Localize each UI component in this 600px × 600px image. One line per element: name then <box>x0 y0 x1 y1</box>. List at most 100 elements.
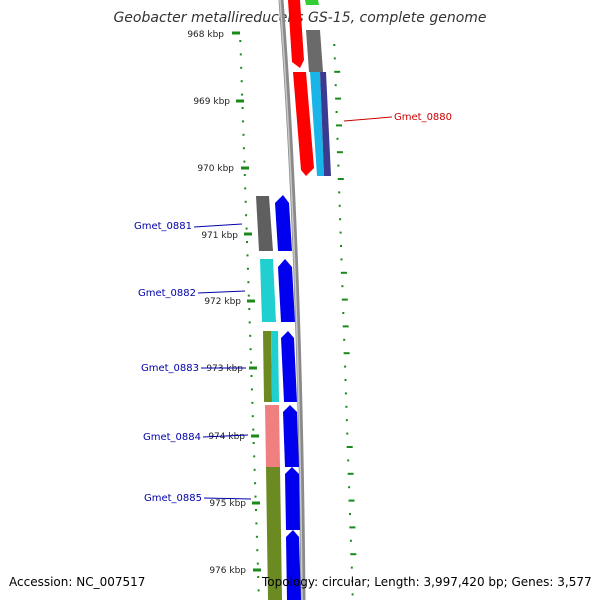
position-ticks: 968 kbp 969 kbp 970 kbp 971 kbp 972 kbp … <box>187 30 261 576</box>
gene-feature-blue-0882[interactable] <box>278 259 295 322</box>
gene-label-gmet-0884[interactable]: Gmet_0884 <box>143 432 201 443</box>
gene-feature-blue-0885a[interactable] <box>285 467 300 530</box>
track-dot <box>336 137 339 140</box>
track-dot <box>348 499 355 502</box>
track-dot <box>346 446 353 448</box>
track-dot <box>337 178 344 180</box>
track-dot <box>247 294 250 297</box>
gene-label-gmet-0881[interactable]: Gmet_0881 <box>134 221 192 232</box>
track-dot <box>340 271 347 274</box>
tick-label: 972 kbp <box>204 297 241 307</box>
track-dot <box>256 549 259 552</box>
gene-cluster-0881-0885 <box>256 195 301 600</box>
gene-feature-gray-top[interactable] <box>306 30 323 72</box>
track-dot <box>239 53 242 56</box>
track-dot <box>248 321 251 324</box>
tick-label: 968 kbp <box>187 30 224 40</box>
track-dot <box>349 513 351 515</box>
track-dot <box>339 218 342 221</box>
tick-label: 974 kbp <box>208 432 245 442</box>
track-dot <box>254 482 257 485</box>
track-dot <box>351 580 354 582</box>
tick-label: 970 kbp <box>197 164 234 174</box>
gene-feature-teal-0883[interactable] <box>271 331 279 402</box>
track-dot <box>344 379 347 381</box>
track-dot <box>347 459 350 462</box>
track-dot <box>240 80 243 83</box>
gene-labels: Gmet_0880 Gmet_0881 Gmet_0882 Gmet_0883 … <box>134 112 452 504</box>
track-dot <box>342 325 349 328</box>
track-dot <box>249 334 252 337</box>
track-dot <box>338 191 341 194</box>
right-tick-track <box>333 44 357 596</box>
track-dot <box>246 254 249 257</box>
gene-feature-olive-0885[interactable] <box>266 467 282 600</box>
track-dot <box>340 258 343 261</box>
gene-feature-blue-0881[interactable] <box>275 195 292 251</box>
track-dot <box>248 308 251 310</box>
gene-feature-cyan[interactable] <box>310 72 324 176</box>
genome-summary-text: Topology: circular; Length: 3,997,420 bp… <box>262 575 592 589</box>
track-dot <box>245 227 248 230</box>
track-dot <box>252 428 255 431</box>
track-dot <box>344 365 347 368</box>
gene-cluster-0880 <box>288 0 331 176</box>
gene-feature-gray-0881[interactable] <box>256 196 273 251</box>
track-dot <box>243 174 246 176</box>
gene-label-gmet-0880[interactable]: Gmet_0880 <box>394 112 452 123</box>
track-dot <box>254 495 257 498</box>
track-dot <box>350 566 353 569</box>
track-dot <box>344 392 347 395</box>
track-dot <box>244 187 247 190</box>
track-dot <box>245 214 248 217</box>
gene-feature-olive-0883[interactable] <box>263 331 272 402</box>
track-dot <box>339 231 342 234</box>
track-dot <box>336 124 342 127</box>
track-dot <box>351 593 354 596</box>
gene-feature-blue-0884[interactable] <box>283 405 299 467</box>
tick-label: 969 kbp <box>193 97 230 107</box>
gene-feature-red-main[interactable] <box>293 72 314 176</box>
track-dot <box>257 576 260 578</box>
track-dot <box>255 522 258 525</box>
track-dot <box>255 509 257 511</box>
track-dot <box>338 204 341 207</box>
gene-feature-teal-0882[interactable] <box>260 259 276 322</box>
tick-label: 976 kbp <box>209 566 246 576</box>
track-dot <box>334 70 341 73</box>
track-dot <box>333 57 336 60</box>
track-dot <box>346 432 349 435</box>
track-dot <box>341 285 344 288</box>
gene-label-gmet-0885[interactable]: Gmet_0885 <box>144 493 202 504</box>
gene-label-gmet-0882[interactable]: Gmet_0882 <box>138 288 196 299</box>
gene-feature-green-top[interactable] <box>305 0 319 5</box>
track-dot <box>337 164 340 167</box>
gene-feature-blue-0885b[interactable] <box>286 530 301 600</box>
gene-label-gmet-0883[interactable]: Gmet_0883 <box>141 363 199 374</box>
track-dot <box>247 281 250 284</box>
track-dot <box>349 526 356 529</box>
track-dot <box>250 388 253 391</box>
track-dot <box>343 352 350 355</box>
track-dot <box>345 419 348 422</box>
track-dot <box>335 97 342 100</box>
track-dot <box>349 539 352 542</box>
gene-feature-navy[interactable] <box>320 72 331 176</box>
track-dot <box>253 455 256 458</box>
track-dot <box>250 361 253 364</box>
left-tick-track <box>239 40 260 592</box>
track-dot <box>242 147 245 150</box>
gene-feature-pink-0884[interactable] <box>265 405 280 467</box>
tick-label: 975 kbp <box>209 499 246 509</box>
track-dot <box>240 66 243 69</box>
gene-feature-blue-0883[interactable] <box>281 331 297 402</box>
track-dot <box>255 535 258 538</box>
track-dot <box>244 200 247 203</box>
track-dot <box>251 401 254 404</box>
backbone-arc <box>278 0 306 600</box>
gene-feature-red-top[interactable] <box>288 0 304 68</box>
track-dot <box>334 84 337 87</box>
tick-label: 973 kbp <box>206 364 243 374</box>
track-dot <box>350 553 357 556</box>
